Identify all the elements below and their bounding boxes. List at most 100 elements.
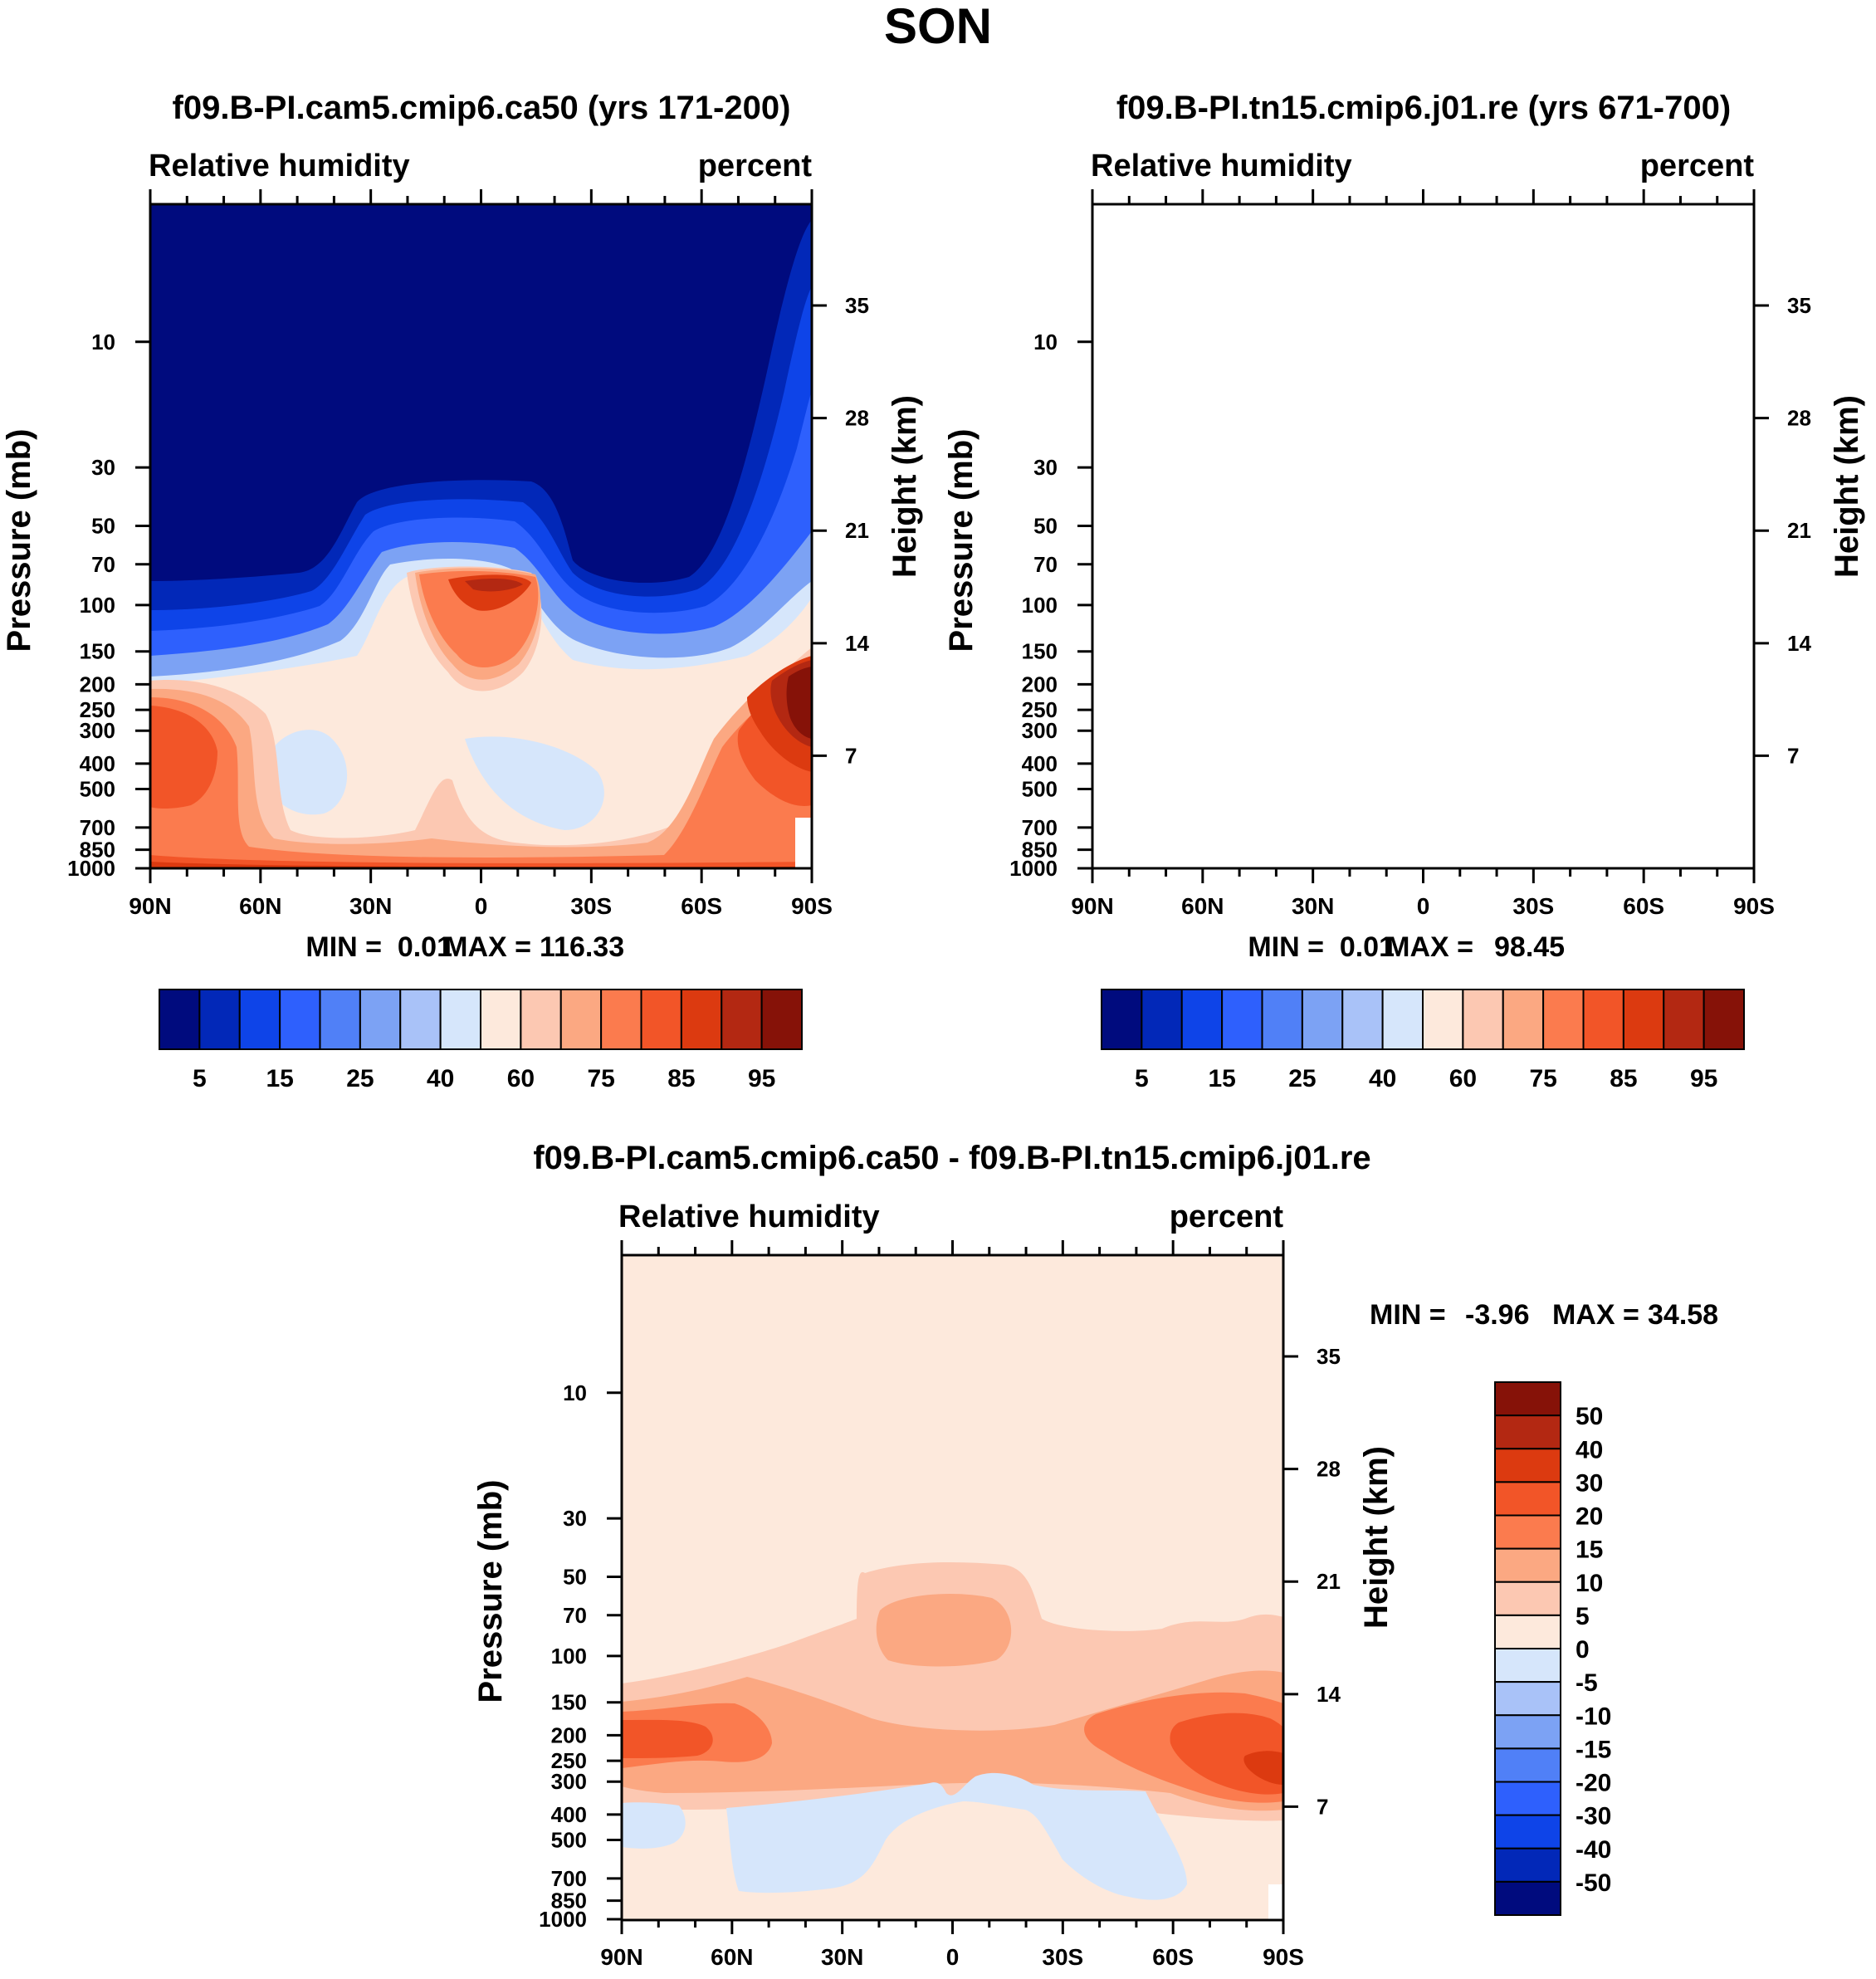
y-tick-label: 250 <box>80 697 115 722</box>
x-tick-label: 30N <box>821 1944 863 1970</box>
y-tick-label: 850 <box>551 1889 587 1913</box>
y-tick-label: 50 <box>1033 513 1058 538</box>
y-axis-title: Pressure (mb) <box>943 429 980 652</box>
colorbar-box <box>1494 1514 1561 1550</box>
colorbar-label: 15 <box>1576 1537 1603 1564</box>
y-tick-label: 100 <box>80 593 115 618</box>
diff-level-negative <box>622 1772 1187 1900</box>
colorbar-label: 15 <box>266 1065 293 1092</box>
colorbar-label: 25 <box>346 1065 374 1092</box>
y-tick-label: 1000 <box>67 856 115 881</box>
y-tick-label: 70 <box>563 1603 587 1628</box>
units-label: percent <box>1640 149 1755 183</box>
stat-max-value: 98.45 <box>1494 931 1565 963</box>
colorbar-label: -15 <box>1576 1736 1611 1763</box>
y-tick-label: 700 <box>551 1866 587 1891</box>
colorbar-box <box>1494 1448 1561 1483</box>
contour-field <box>622 1255 1283 1920</box>
contour-field <box>150 204 812 868</box>
y-tick-label: 850 <box>80 838 115 862</box>
stat-min-label: MIN = <box>1370 1299 1446 1331</box>
y-axis-title: Pressure (mb) <box>472 1480 509 1703</box>
axis-ticks: 90N 60N 30N 0 30S 60S 90S103050701001502002503… <box>472 1240 1395 1970</box>
humidity-level-60 <box>1092 582 1754 868</box>
colorbar-box <box>1221 989 1263 1050</box>
y-tick-label: 400 <box>80 751 115 776</box>
colorbar-box <box>1494 1880 1561 1916</box>
colorbar: 5 15 25 40 60 75 85 95 <box>1101 989 1745 1092</box>
colorbar-label: 95 <box>1690 1065 1717 1092</box>
colorbar-box <box>238 989 281 1050</box>
x-tick-label: 0 <box>946 1944 960 1970</box>
diff-level-15-to-20 <box>622 1692 1283 1803</box>
x-tick-label: 60S <box>1623 893 1664 919</box>
humidity-level-80 <box>1092 581 1754 868</box>
y-tick-label: 50 <box>91 513 115 538</box>
y-tick-label: 200 <box>80 672 115 696</box>
colorbar-box <box>1494 1847 1561 1883</box>
x-tick-label: 30N <box>349 893 392 919</box>
colorbar-box <box>1703 989 1745 1050</box>
colorbar-box <box>439 989 481 1050</box>
colorbar-box <box>1462 989 1504 1050</box>
colorbar-box <box>1494 1481 1561 1517</box>
y-tick-label: 400 <box>551 1802 587 1827</box>
y-axis-title-right: Height (km) <box>1358 1446 1395 1629</box>
colorbar-label: -20 <box>1576 1770 1611 1797</box>
panel-control: f09.B-PI.cam5.cmip6.ca50 (yrs 171-200) R… <box>1 90 923 1092</box>
stat-max-label: MAX = <box>1386 931 1473 963</box>
colorbar-label: 20 <box>1576 1503 1603 1531</box>
colorbar-box <box>600 989 642 1050</box>
colorbar-label: 40 <box>1369 1065 1396 1092</box>
humidity-level-100 <box>786 667 812 739</box>
height-tick-label: 21 <box>845 518 869 543</box>
y-tick-label: 700 <box>80 815 115 840</box>
colorbar-box <box>1141 989 1183 1050</box>
humidity-level-60 <box>150 573 812 868</box>
y-tick-label: 400 <box>1022 751 1058 776</box>
x-tick-label: 90S <box>1263 1944 1304 1970</box>
height-tick-label: 14 <box>1787 631 1811 656</box>
y-tick-label: 70 <box>1033 552 1058 577</box>
colorbar-label: -30 <box>1576 1803 1611 1830</box>
colorbar-label: 5 <box>1135 1065 1149 1092</box>
colorbar-box <box>1494 1781 1561 1816</box>
colorbar-label: 0 <box>1576 1636 1590 1664</box>
colorbar-box <box>1180 989 1224 1050</box>
colorbar-label: 85 <box>667 1065 695 1092</box>
diff-level-20-to-30 <box>622 1713 1283 1795</box>
y-tick-label: 300 <box>551 1769 587 1794</box>
x-tick-label: 30N <box>1292 893 1334 919</box>
colorbar-box <box>1494 1547 1561 1583</box>
y-axis-title-right: Height (km) <box>887 395 923 578</box>
humidity-level-50 <box>1092 575 1754 868</box>
x-tick-label: 60N <box>1181 893 1224 919</box>
colorbar-label: 50 <box>1576 1403 1603 1430</box>
colorbar-box <box>1494 1614 1561 1649</box>
y-tick-label: 50 <box>563 1564 587 1589</box>
y-tick-label: 150 <box>1022 639 1058 664</box>
variable-label: Relative humidity <box>618 1200 880 1234</box>
y-tick-label: 200 <box>1022 672 1058 696</box>
height-tick-label: 7 <box>1317 1794 1328 1819</box>
y-tick-label: 30 <box>1033 455 1058 480</box>
height-tick-label: 28 <box>1787 406 1811 431</box>
stat-max-label: MAX = <box>444 931 531 963</box>
colorbar-box <box>1494 1381 1561 1417</box>
y-tick-label: 30 <box>91 455 115 480</box>
y-tick-label: 850 <box>1022 838 1058 862</box>
colorbar-label: 30 <box>1576 1469 1603 1497</box>
height-tick-label: 35 <box>845 293 869 318</box>
y-tick-label: 500 <box>551 1828 587 1853</box>
panel-title: f09.B-PI.tn15.cmip6.j01.re (yrs 671-700) <box>1116 90 1731 126</box>
x-tick-label: 90N <box>1071 893 1113 919</box>
colorbar-label: 5 <box>193 1065 207 1092</box>
colorbar-box <box>319 989 361 1050</box>
y-tick-label: 150 <box>551 1690 587 1715</box>
colorbar-box <box>1502 989 1545 1050</box>
y-axis-title: Pressure (mb) <box>1 429 37 652</box>
x-tick-label: 90N <box>600 1944 642 1970</box>
y-tick-label: 30 <box>563 1506 587 1531</box>
height-tick-label: 21 <box>1787 518 1811 543</box>
